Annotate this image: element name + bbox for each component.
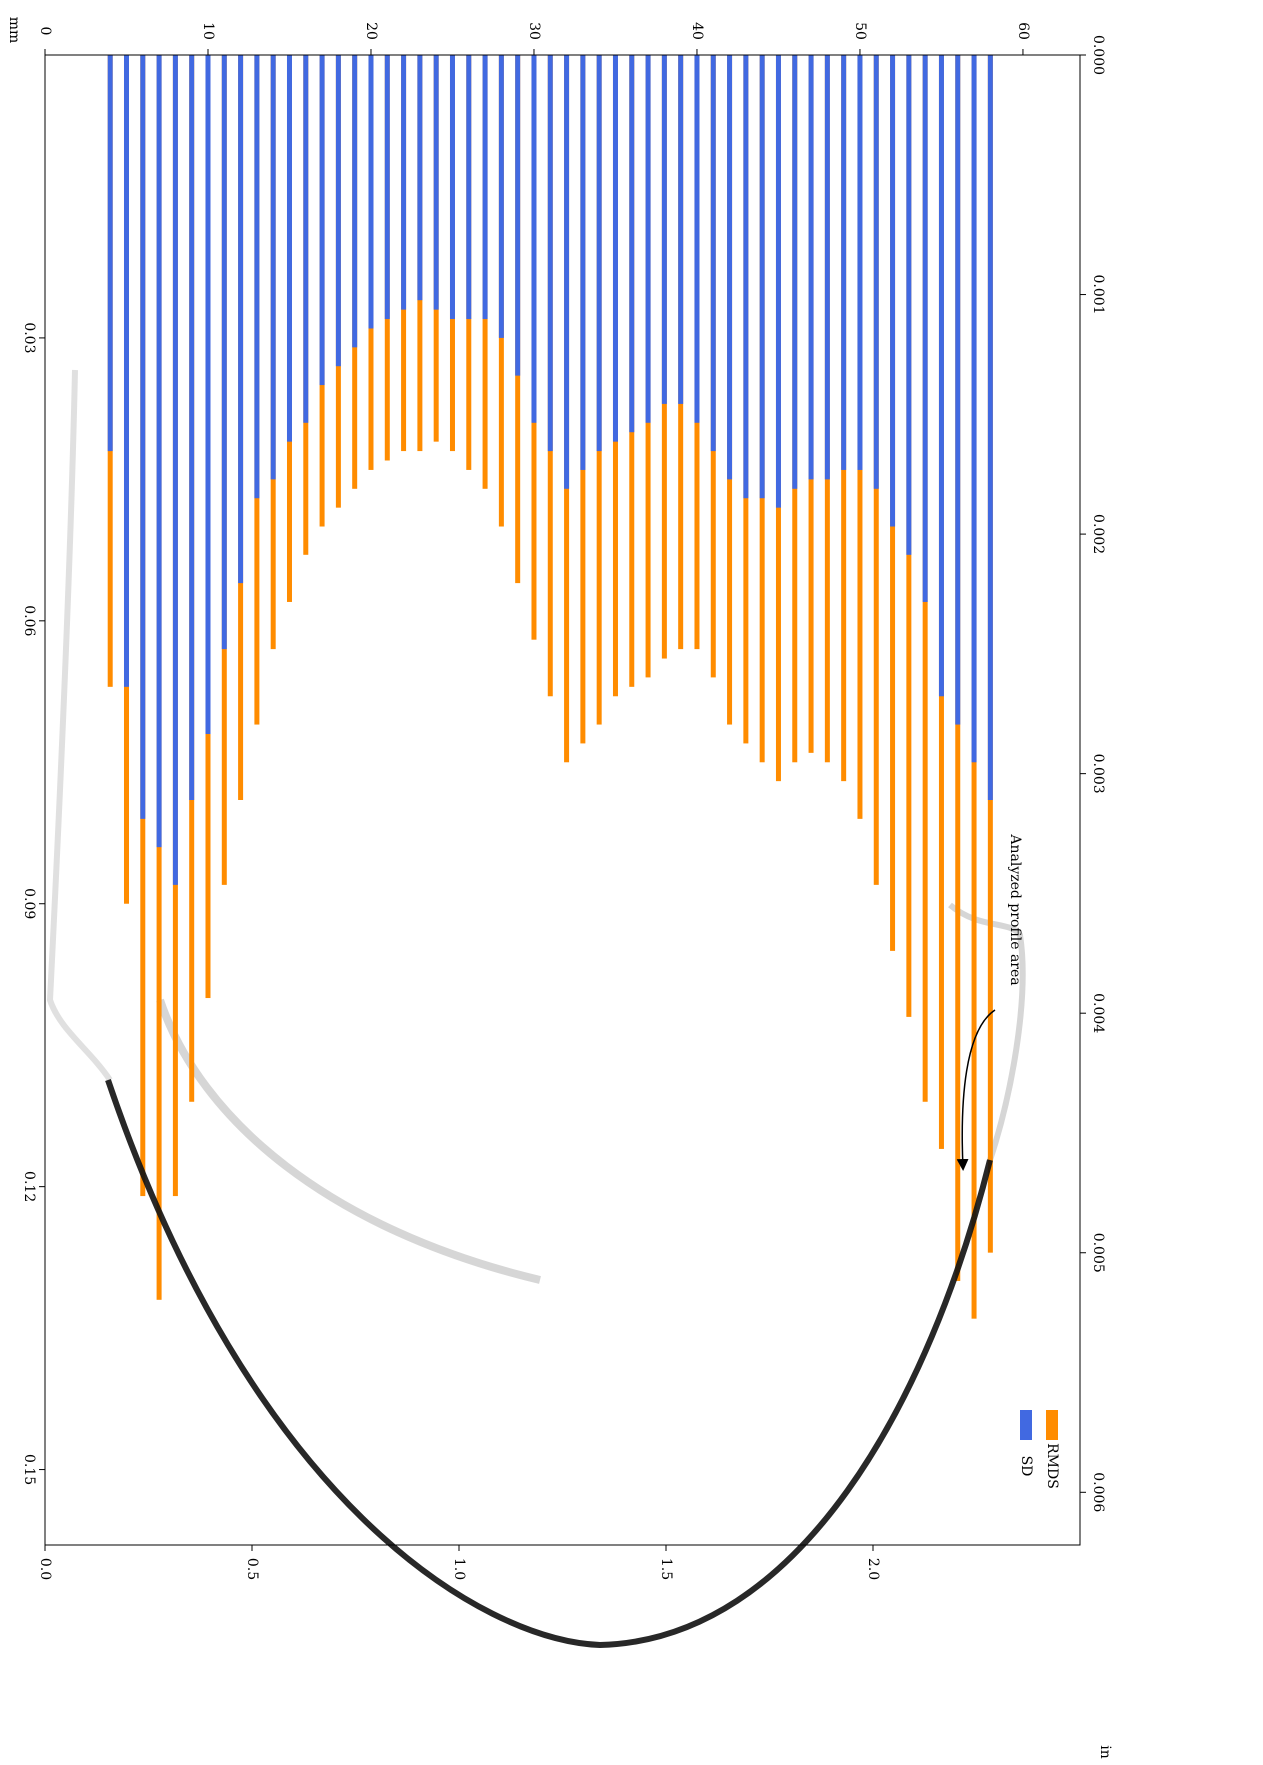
bar xyxy=(710,55,716,452)
bar xyxy=(515,55,521,376)
y-tick-label: 0.03 xyxy=(21,322,37,353)
profile-trace xyxy=(948,902,1026,1161)
bar xyxy=(172,55,178,885)
bar xyxy=(564,55,570,489)
y2-tick-label: 0.003 xyxy=(1090,754,1106,794)
bar xyxy=(955,55,961,725)
bar xyxy=(107,55,113,452)
bar xyxy=(531,55,537,423)
bar xyxy=(678,55,684,404)
legend-label: SD xyxy=(1018,1456,1034,1477)
bar xyxy=(254,55,260,499)
x-tick-label: 20 xyxy=(363,22,379,40)
bar xyxy=(971,55,977,763)
bar xyxy=(417,55,423,301)
profile-trace xyxy=(156,998,541,1284)
x2-tick-label: 1.0 xyxy=(451,1558,467,1580)
y-tick-label: 0.09 xyxy=(21,888,37,919)
x-tick-label: 10 xyxy=(200,22,216,40)
bar xyxy=(205,55,211,734)
x-tick-label: 40 xyxy=(689,22,705,40)
legend-swatch xyxy=(1046,1410,1058,1440)
x2-tick-label: 1.5 xyxy=(658,1558,674,1580)
bar xyxy=(938,55,944,697)
bar xyxy=(384,55,390,320)
bar xyxy=(498,55,504,338)
bar xyxy=(401,55,407,310)
x2-tick-label: 0.5 xyxy=(244,1558,260,1580)
bar xyxy=(906,55,912,555)
bar xyxy=(140,55,146,819)
bar xyxy=(368,55,374,329)
y2-tick-label: 0.000 xyxy=(1090,35,1106,75)
bar xyxy=(286,55,292,442)
bar xyxy=(841,55,847,470)
bar xyxy=(547,55,553,452)
x2-axis-label: in xyxy=(1097,1745,1113,1759)
y-tick-label: 0.15 xyxy=(21,1454,37,1485)
legend-swatch xyxy=(1020,1410,1032,1440)
y2-tick-label: 0.005 xyxy=(1090,1233,1106,1273)
x-tick-label: 30 xyxy=(526,22,542,40)
y2-tick-label: 0.004 xyxy=(1090,993,1106,1033)
bar xyxy=(156,55,162,848)
bar xyxy=(319,55,325,386)
bar xyxy=(645,55,651,423)
legend-label: RMDS xyxy=(1044,1443,1060,1489)
bar xyxy=(466,55,472,320)
bar xyxy=(303,55,309,423)
profile-trace xyxy=(46,369,113,1082)
bar xyxy=(694,55,700,423)
bar xyxy=(873,55,879,489)
y-tick-label: 0.12 xyxy=(21,1171,37,1202)
x2-tick-label: 2.0 xyxy=(865,1558,881,1580)
bar xyxy=(238,55,244,584)
bar xyxy=(890,55,896,527)
bar xyxy=(433,55,439,310)
bar xyxy=(596,55,602,452)
bar xyxy=(922,55,928,602)
bar xyxy=(123,55,129,687)
bar xyxy=(580,55,586,470)
x2-tick-label: 0.0 xyxy=(37,1558,53,1580)
bar xyxy=(661,55,667,404)
bars xyxy=(107,55,993,1319)
plot-frame xyxy=(44,54,1081,1546)
bar xyxy=(727,55,733,480)
bar xyxy=(808,55,814,480)
bar xyxy=(270,55,276,480)
y-tick-label: 0.06 xyxy=(21,605,37,636)
annotation-arrow xyxy=(956,1009,996,1171)
bar xyxy=(221,55,227,650)
bar xyxy=(449,55,455,320)
x-tick-label: 50 xyxy=(852,22,868,40)
bar xyxy=(743,55,749,499)
x-axis-label: mm xyxy=(6,17,22,44)
x-tick-label: 0 xyxy=(37,27,53,36)
bar xyxy=(775,55,781,508)
bar xyxy=(335,55,341,367)
annotation: Analyzed profile area xyxy=(1007,833,1023,985)
y2-tick-label: 0.006 xyxy=(1090,1472,1106,1512)
bar xyxy=(792,55,798,489)
bar xyxy=(482,55,488,320)
bar xyxy=(352,55,358,348)
bar xyxy=(189,55,195,800)
bar xyxy=(857,55,863,470)
bar xyxy=(629,55,635,433)
bar xyxy=(824,55,830,480)
x-tick-label: 60 xyxy=(1015,22,1031,40)
y2-tick-label: 0.002 xyxy=(1090,514,1106,554)
bar xyxy=(612,55,618,442)
bar xyxy=(759,55,765,499)
analyzed-profile xyxy=(105,1079,993,1649)
bar xyxy=(987,55,993,800)
y2-tick-label: 0.001 xyxy=(1090,275,1106,315)
